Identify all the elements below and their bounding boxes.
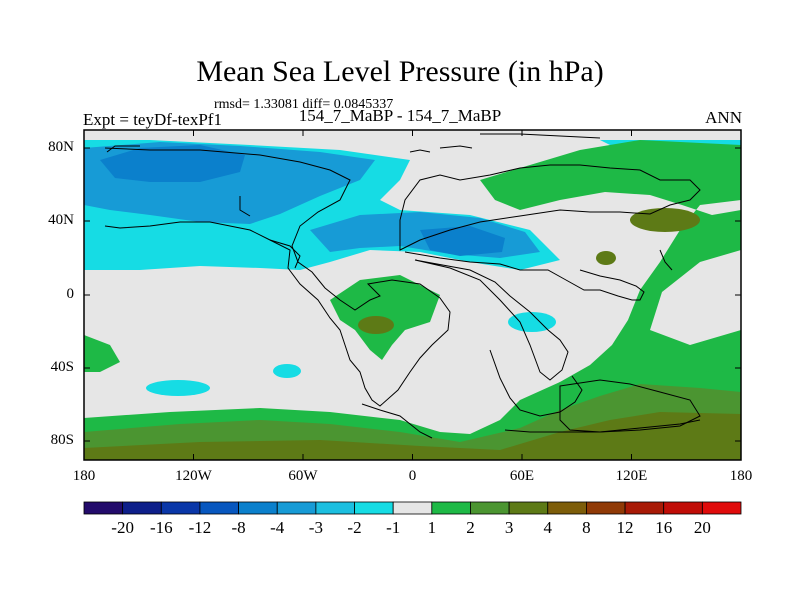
x-tick-label: 120W <box>175 468 212 484</box>
y-tick-label: 40S <box>50 359 74 375</box>
field-neg-patch-3 <box>146 380 210 396</box>
colorbar-swatch <box>547 501 587 515</box>
x-tick-label: 180 <box>729 468 753 484</box>
colorbar-swatch <box>431 501 471 515</box>
field-neg-eurasia-core <box>420 226 505 256</box>
colorbar-swatch <box>392 501 433 515</box>
colorbar-swatch <box>663 501 703 515</box>
experiment-label: Expt = teyDf-texPf1 <box>83 110 222 129</box>
x-tick-label: 120E <box>615 468 648 484</box>
colorbar-tick-label: -3 <box>308 518 323 537</box>
coastlines <box>104 133 701 439</box>
field-neg-patch-2 <box>273 364 301 378</box>
y-tick-label: 80N <box>48 139 74 155</box>
colorbar-swatch <box>701 501 742 515</box>
colorbar-swatch <box>276 501 317 515</box>
field-neg-patch-1 <box>508 312 556 332</box>
colorbar-tick-label: -8 <box>231 518 246 537</box>
stats-label: rmsd= 1.33081 diff= 0.0845337 <box>214 97 394 112</box>
x-tick-label: 60W <box>288 468 318 484</box>
colorbar-tick-label: 2 <box>466 518 475 537</box>
season-label: ANN <box>705 108 742 127</box>
chart-title: Mean Sea Level Pressure (in hPa) <box>196 55 604 88</box>
colorbar-swatch <box>470 501 510 515</box>
colorbar-tick-label: -12 <box>188 518 212 537</box>
colorbar-tick-label: 3 <box>504 518 514 537</box>
colorbar <box>83 501 742 515</box>
colorbar-swatch <box>238 501 278 515</box>
x-tick-label: 0 <box>408 468 417 484</box>
colorbar-tick-label: 12 <box>616 518 634 537</box>
field-pos-west <box>84 335 120 372</box>
colorbar-swatch <box>508 501 549 515</box>
y-tick-label: 0 <box>66 286 75 302</box>
colorbar-swatch <box>586 501 626 515</box>
field-pos-core-asia <box>630 208 700 232</box>
field-neg-north-core <box>100 145 245 182</box>
axis-ticks <box>83 130 742 460</box>
case-label: 154_7_MaBP - 154_7_MaBP <box>298 106 502 125</box>
colorbar-swatch <box>315 501 355 515</box>
y-tick-label: 40N <box>48 212 74 228</box>
colorbar-tick-label: 4 <box>543 518 553 537</box>
field-pos-strong-south <box>84 412 741 460</box>
colorbar-swatch <box>199 501 239 515</box>
colorbar-tick-label: 16 <box>655 518 673 537</box>
colorbar-tick-label: -16 <box>149 518 173 537</box>
field-pos-core-china <box>596 251 616 265</box>
colorbar-swatch <box>354 501 394 515</box>
colorbar-tick-label: -2 <box>347 518 362 537</box>
colorbar-tick-label: -1 <box>386 518 401 537</box>
colorbar-swatch <box>122 501 162 515</box>
x-tick-label: 60E <box>509 468 535 484</box>
colorbar-swatch <box>160 501 201 515</box>
x-tick-label: 180 <box>72 468 96 484</box>
colorbar-swatch <box>83 501 124 515</box>
colorbar-tick-label: 8 <box>582 518 591 537</box>
field-pos-core-sa <box>358 316 394 334</box>
colorbar-tick-label: 20 <box>693 518 711 537</box>
colorbar-tick-label: 1 <box>427 518 437 537</box>
pressure-field <box>84 130 741 460</box>
colorbar-swatch <box>624 501 665 515</box>
colorbar-tick-label: -4 <box>270 518 285 537</box>
field-pos-asia <box>480 140 741 445</box>
colorbar-tick-label: -20 <box>111 518 134 537</box>
y-tick-label: 80S <box>50 432 74 448</box>
